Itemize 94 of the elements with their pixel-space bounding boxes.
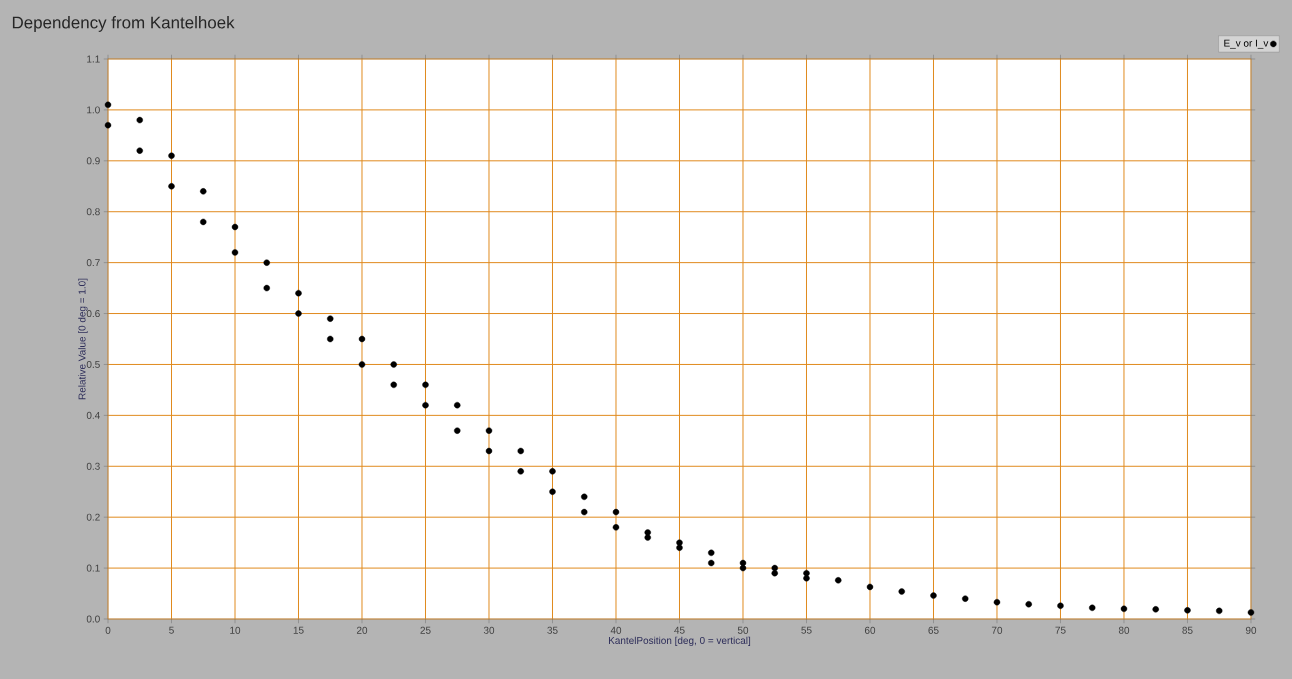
point [803,575,810,582]
y-tick-label: 0.3 [86,462,100,470]
point [327,315,334,322]
x-tick-label: 75 [1055,626,1066,634]
x-tick-label: 20 [356,626,368,634]
point [1057,602,1064,609]
point [962,595,969,602]
point [295,289,302,297]
point [104,101,112,109]
point [390,361,397,368]
y-tick-label: 0.7 [86,259,100,267]
y-tick-label: 0.1 [86,564,100,572]
point [708,549,715,557]
x-tick-label: 70 [991,626,1003,634]
point [581,508,588,516]
point [168,183,175,190]
x-axis-title: KantelPosition [deg, 0 = vertical] [609,636,751,646]
y-tick-label: 0.2 [86,513,100,521]
y-tick-label: 0.6 [86,310,100,318]
point [1089,604,1096,611]
point [612,524,620,531]
point [676,544,683,551]
point [549,468,556,475]
point [1216,607,1223,615]
point [485,427,493,434]
x-tick-label: 65 [928,626,939,634]
y-tick-label: 0.5 [86,360,100,368]
x-tick-label: 15 [293,626,304,634]
point [422,401,429,409]
x-tick-label: 10 [230,626,241,634]
point [835,577,842,584]
x-tick-label: 45 [674,626,685,634]
x-tick-label: 80 [1118,626,1130,634]
point [422,381,429,389]
point [327,335,334,343]
point [993,599,1001,606]
point [168,152,175,159]
y-tick-label: 0.9 [86,157,100,165]
point [644,529,651,536]
x-tick-label: 35 [547,626,558,634]
point [263,259,270,266]
point [1247,609,1255,616]
point [644,534,651,541]
point [803,569,810,577]
x-tick-label: 55 [801,626,812,634]
point [454,427,461,434]
x-tick-label: 85 [1182,626,1193,634]
y-axis-title: Relative Value [0 deg = 1.0] [78,278,88,400]
x-tick-label: 60 [864,626,876,634]
x-tick-label: 40 [610,626,622,634]
x-tick-label: 25 [420,626,431,634]
x-tick-label: 0 [105,626,111,634]
point [739,564,747,572]
point [295,310,302,317]
point [1120,605,1128,613]
point [358,361,366,368]
y-tick-label: 0.8 [86,208,100,216]
y-tick-label: 0.0 [86,615,100,623]
chart-title: Dependency from Kantelhoek [12,16,235,32]
x-tick-label: 5 [169,626,174,634]
point [390,381,397,389]
point [898,588,905,595]
point [485,447,493,455]
point [200,218,207,226]
point [612,508,620,516]
x-tick-label: 90 [1245,626,1257,634]
legend-label: E_v or I_v [1224,39,1269,49]
point [739,559,747,567]
point [231,249,239,256]
point [136,116,143,124]
point [517,468,524,475]
point [771,564,778,572]
point [866,583,874,591]
point [454,401,461,409]
point [771,569,778,577]
point [1025,601,1032,608]
point [549,488,556,495]
point [708,559,715,567]
point [231,223,239,231]
point [930,592,937,599]
y-tick-label: 1.0 [87,106,100,114]
point [1184,607,1191,614]
point [136,147,143,154]
point [104,121,112,129]
x-tick-label: 50 [737,626,749,634]
point [358,335,366,343]
y-tick-label: 0.4 [86,411,100,419]
point [517,447,524,455]
point [581,493,588,501]
point [1152,606,1159,613]
x-tick-label: 30 [483,626,495,634]
point [200,188,207,195]
y-tick-label: 1.1 [87,55,100,63]
point [263,284,270,292]
